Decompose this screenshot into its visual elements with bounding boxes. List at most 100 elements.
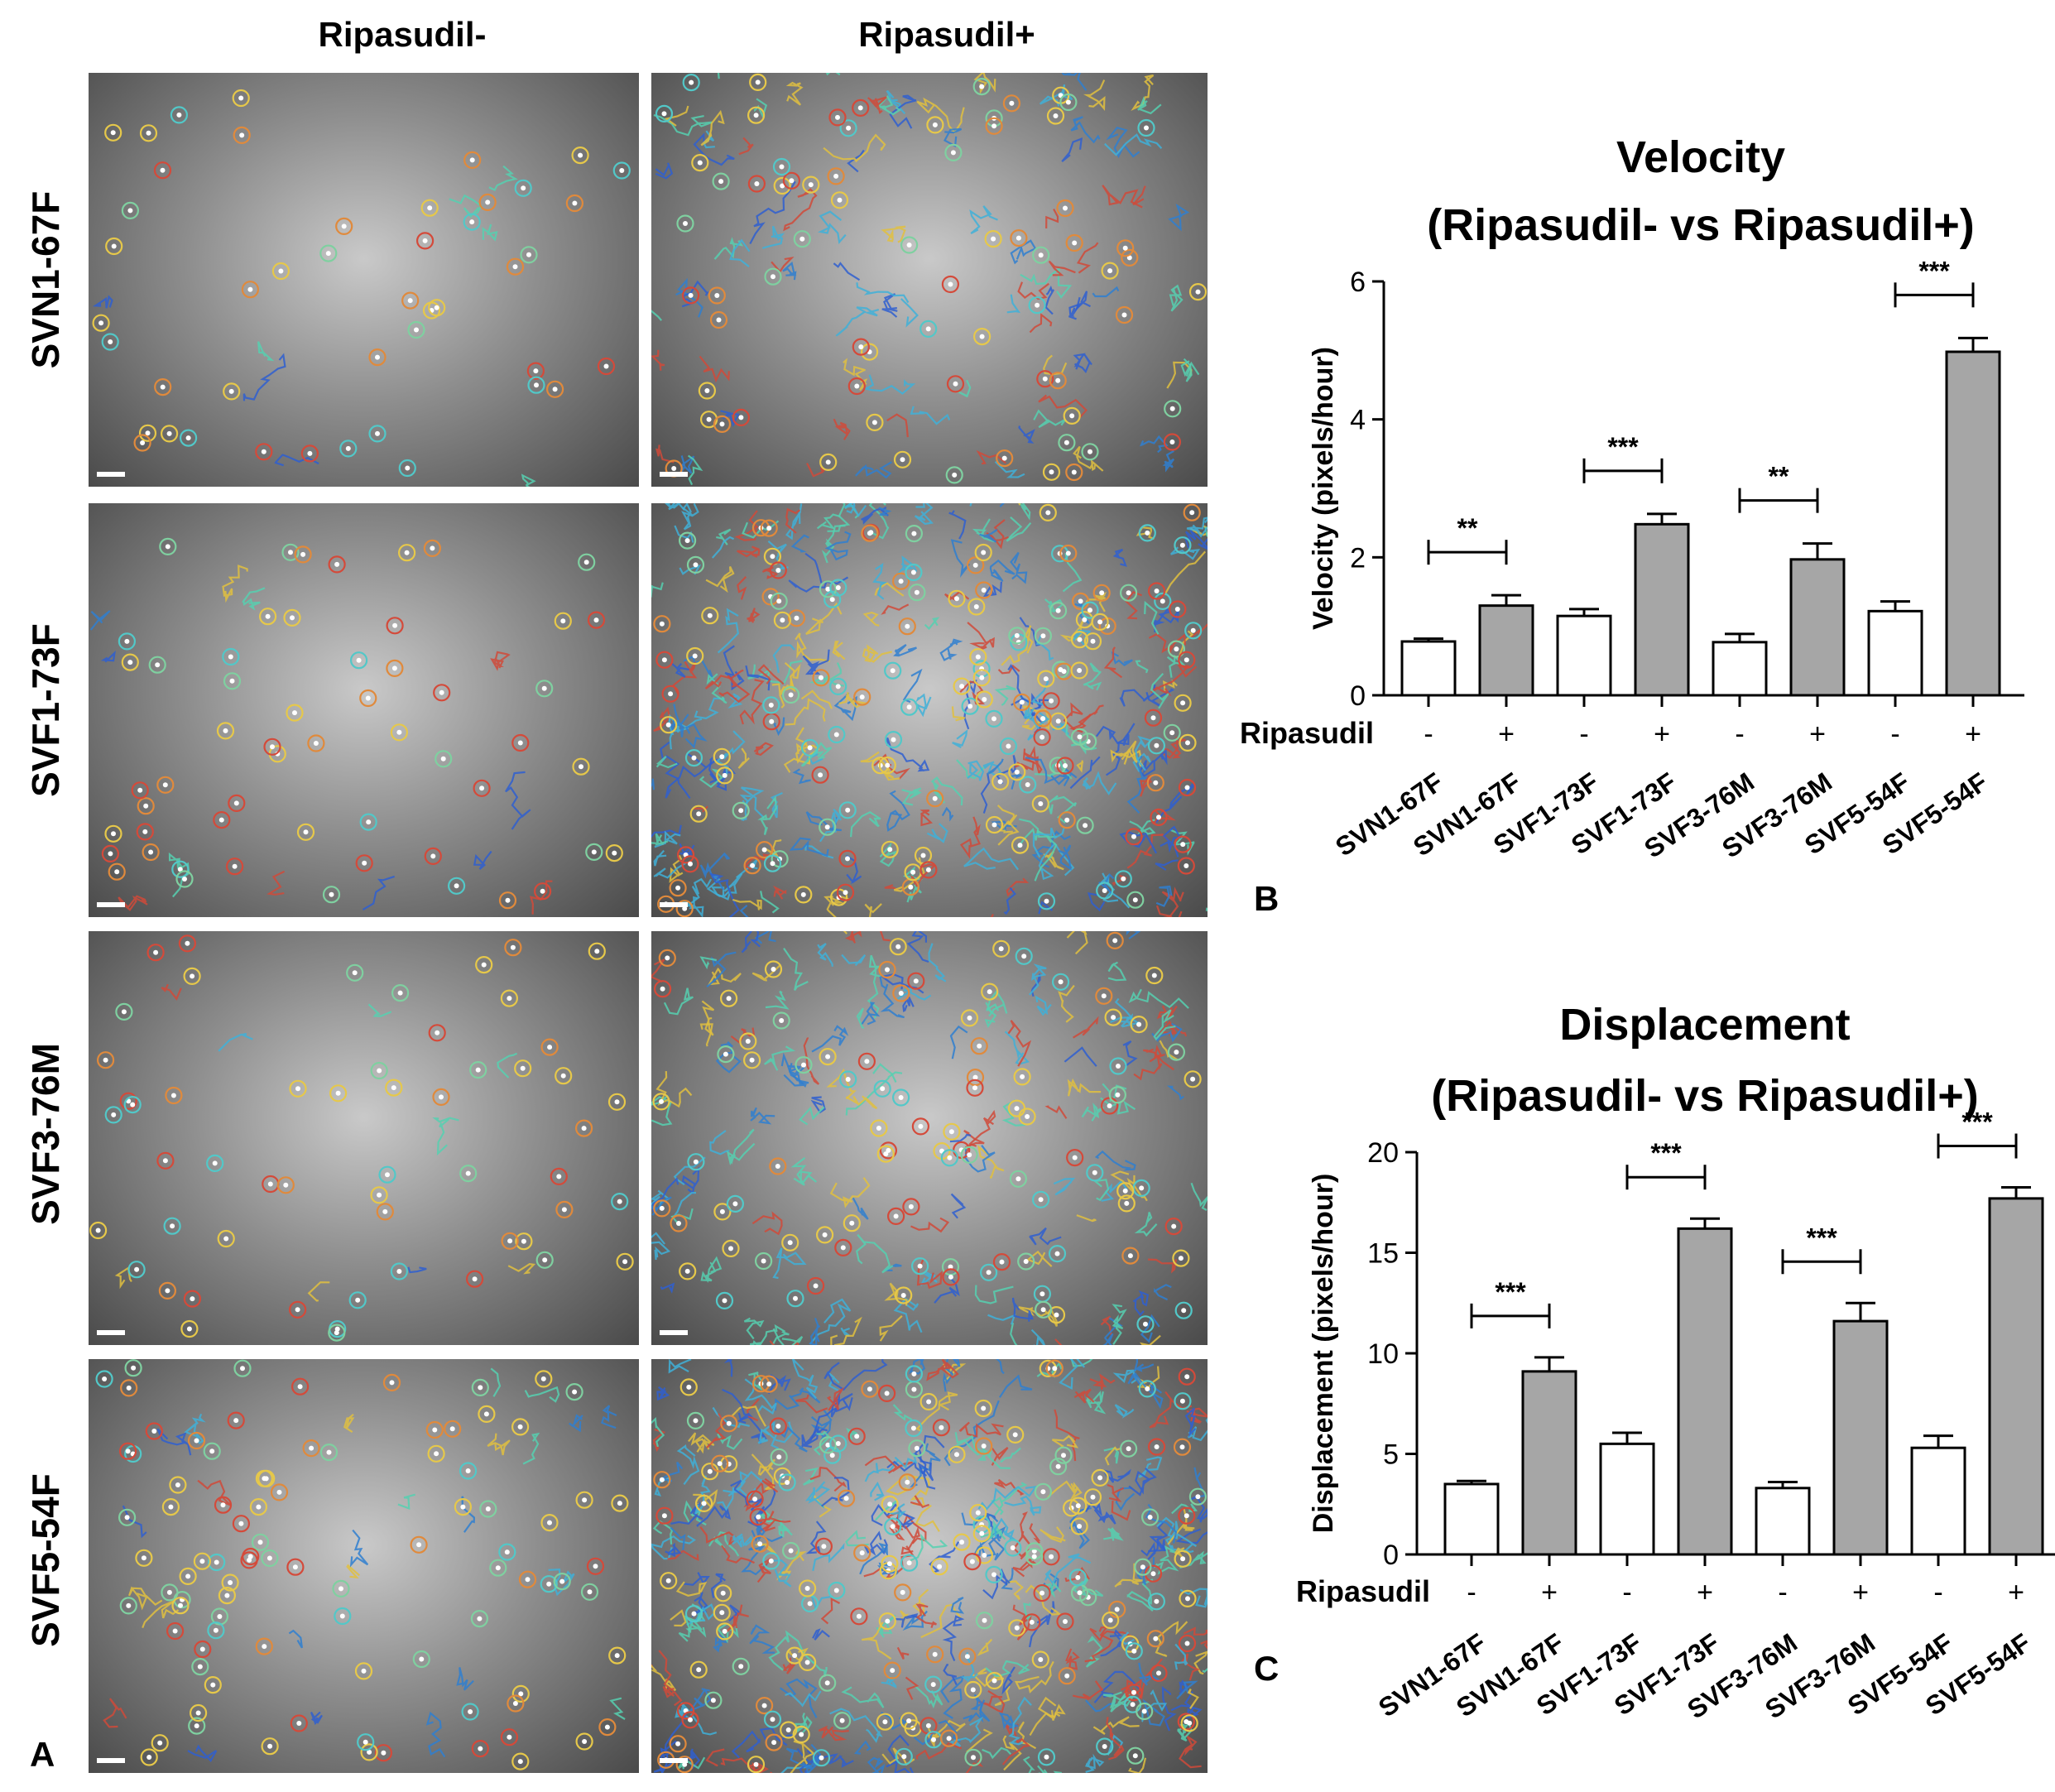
cell-track xyxy=(938,1719,962,1742)
cell-dot xyxy=(267,1743,273,1749)
cell-ring xyxy=(974,1399,992,1418)
cell-track xyxy=(910,1533,948,1562)
cell-ring xyxy=(463,151,482,170)
cell-track xyxy=(128,1586,163,1611)
cell-tracks-overlay xyxy=(95,1359,629,1770)
cell-ring xyxy=(772,157,791,176)
cell-track xyxy=(652,1520,674,1545)
cell-dot xyxy=(926,1399,932,1405)
cell-dot xyxy=(292,1564,298,1570)
y-tick-label: 10 xyxy=(1367,1338,1399,1370)
cell-ring xyxy=(953,1533,971,1551)
cell-dot xyxy=(688,292,694,298)
cell-track xyxy=(1107,1734,1124,1756)
cell-track xyxy=(1126,931,1141,939)
cell-ring xyxy=(713,747,731,766)
cell-dot xyxy=(228,1580,233,1585)
cell-track xyxy=(773,717,785,737)
cell-track xyxy=(812,1542,845,1572)
cell-ring xyxy=(1007,1099,1026,1117)
cell-track xyxy=(1180,360,1200,377)
cell-track xyxy=(812,1660,828,1678)
micrograph-3-minus xyxy=(89,931,639,1345)
cell-ring xyxy=(878,757,896,775)
cell-ring xyxy=(756,1697,774,1715)
cell-dot xyxy=(229,678,235,684)
cell-dot xyxy=(1058,979,1064,985)
cell-dot xyxy=(534,382,539,388)
cell-ring xyxy=(684,749,703,767)
y-tick-label: 6 xyxy=(1350,267,1366,298)
cell-ring xyxy=(425,1420,444,1439)
cell-ring xyxy=(881,840,899,858)
cell-ring xyxy=(329,1084,348,1103)
cell-ring xyxy=(755,1252,773,1271)
cell-dot xyxy=(422,238,428,243)
cell-dot xyxy=(223,728,228,733)
cell-track xyxy=(785,1690,822,1708)
cell-dot xyxy=(366,819,372,825)
cell-dot xyxy=(247,1554,253,1559)
cell-ring xyxy=(382,1373,401,1391)
cell-ring xyxy=(782,171,800,190)
cell-track xyxy=(1019,617,1041,646)
cell-track xyxy=(699,768,723,788)
cell-dot xyxy=(427,205,433,211)
cell-ring xyxy=(290,1714,308,1732)
cell-track xyxy=(1006,877,1030,897)
cell-ring xyxy=(471,1740,489,1758)
cell-track xyxy=(768,1630,815,1672)
cell-ring xyxy=(420,199,439,217)
cell-dot xyxy=(971,1755,976,1761)
cell-ring xyxy=(332,1579,350,1597)
cell-dot xyxy=(614,1653,620,1659)
cell-dot xyxy=(334,561,340,567)
cell-track xyxy=(757,1428,770,1444)
cell-ring xyxy=(966,1069,985,1087)
cell-track xyxy=(1119,831,1158,854)
cell-dot xyxy=(546,1581,552,1587)
cell-track xyxy=(844,503,867,518)
cell-dot xyxy=(1065,550,1071,556)
cell-track xyxy=(1112,549,1127,567)
cell-dot xyxy=(876,1126,881,1131)
cell-ring xyxy=(249,1498,267,1516)
cell-dot xyxy=(1038,1197,1044,1203)
cell-ring xyxy=(795,886,813,904)
cell-dot xyxy=(547,1520,552,1525)
cell-ring xyxy=(1009,1170,1027,1188)
cell-ring xyxy=(708,286,726,305)
cell-track xyxy=(1085,1636,1103,1668)
cell-ring xyxy=(1065,233,1083,252)
cell-track xyxy=(651,778,655,790)
cell-track xyxy=(1150,664,1198,697)
cell-track xyxy=(764,1519,791,1532)
cell-ring xyxy=(1138,1380,1156,1398)
cell-dot xyxy=(752,1497,758,1502)
cell-ring xyxy=(119,1092,137,1110)
cell-ring xyxy=(819,1048,837,1066)
cell-track xyxy=(872,562,888,600)
cell-track xyxy=(1179,630,1194,656)
cell-dot xyxy=(918,1123,924,1129)
cell-dot xyxy=(481,962,487,968)
cell-ring xyxy=(905,524,923,543)
cell-dot xyxy=(846,125,852,131)
cell-ring xyxy=(852,338,870,356)
cell-ring xyxy=(963,1553,982,1571)
cell-track xyxy=(699,355,730,383)
cell-dot xyxy=(1019,699,1025,705)
cell-track xyxy=(900,298,919,328)
cell-tracks-overlay xyxy=(651,1359,1208,1773)
cell-track xyxy=(819,809,843,843)
cell-track xyxy=(782,1657,796,1674)
cell-dot xyxy=(375,354,380,360)
cell-ring xyxy=(478,1405,496,1424)
cell-ring xyxy=(470,1610,488,1628)
cell-track xyxy=(1014,1660,1054,1694)
cell-ring xyxy=(689,805,708,823)
cell-dot xyxy=(578,152,583,158)
cell-dot xyxy=(825,586,831,592)
cell-track xyxy=(809,1298,852,1345)
cell-ring xyxy=(346,963,364,982)
